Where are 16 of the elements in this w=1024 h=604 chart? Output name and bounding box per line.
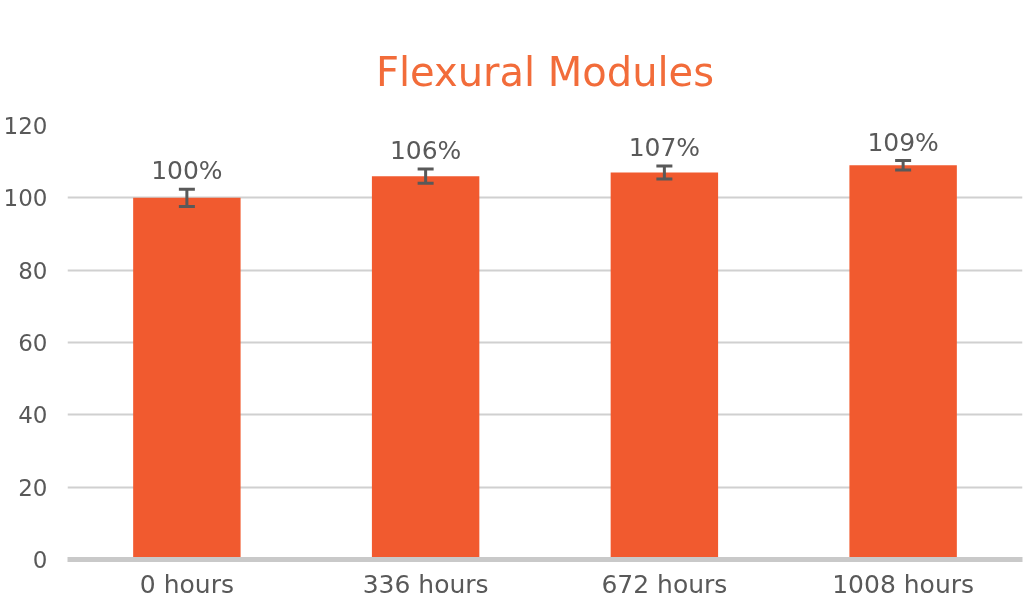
data-label: 106% [389,135,462,165]
data-label: 100% [151,156,223,186]
y-tick-label: 80 [18,257,48,284]
y-tick-label: 120 [3,113,48,139]
y-tick-label: 20 [18,474,48,501]
y-tick-label: 100 [3,185,48,212]
y-tick-label: 0 [32,547,48,573]
x-tick-label: 672 hours [601,569,728,599]
chart-title: Flexural Modules [375,48,715,95]
x-tick-label: 1008 hours [832,569,975,599]
y-tick-label: 40 [18,402,48,429]
data-label: 107% [628,133,701,163]
data-label: 109% [867,127,939,157]
x-tick-label: 336 hours [362,569,489,599]
y-tick-label: 60 [18,330,48,356]
x-tick-label: 0 hours [139,569,234,599]
